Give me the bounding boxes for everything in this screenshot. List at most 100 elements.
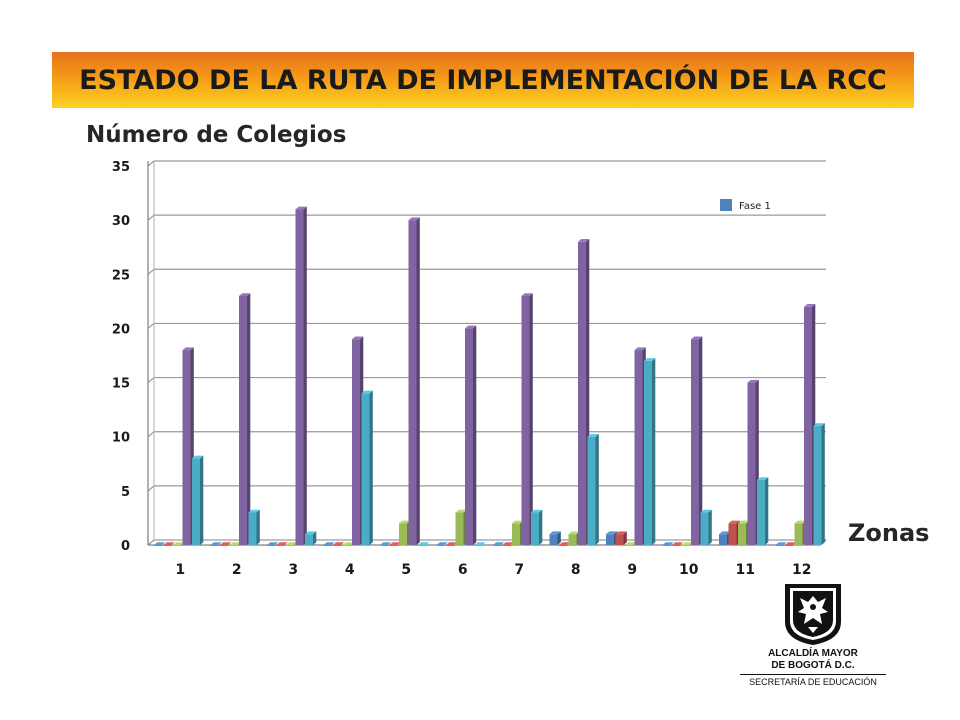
bar [738,523,746,545]
gridline-diag [147,160,155,167]
y-tick-label: 10 [112,431,130,446]
x-tick-label: 10 [679,562,699,578]
bar-top [399,520,411,524]
bar [389,545,398,546]
bar-top [644,358,656,361]
bar [512,523,520,545]
chart-legend: Fase 1 [720,199,771,212]
bar-side [765,477,769,545]
bar [775,545,784,546]
bar-top [531,509,543,513]
bar [587,436,596,545]
bar [455,512,464,545]
bar [323,545,332,546]
bar-side [623,531,627,545]
bar-top [239,293,251,296]
bar [220,545,228,546]
bar [625,545,633,546]
y-tick-label: 0 [121,539,130,554]
bar [662,545,671,546]
bar-top [408,217,420,221]
x-tick-label: 5 [401,562,411,578]
bar [568,534,577,545]
bar-top [502,542,514,545]
bar-top [691,336,703,340]
bar-top [380,542,392,545]
bar-top [587,433,599,437]
bar [173,545,181,546]
bar-side [200,455,204,545]
bar-side [557,531,561,545]
legend-swatch [720,199,732,211]
bogota-logo: ALCALDÍA MAYOR DE BOGOTÁ D.C. SECRETARÍA… [738,582,888,692]
bar [276,545,285,546]
bar [493,545,501,546]
logo-text-bogota: DE BOGOTÁ D.C. [771,660,855,671]
x-axis-label: Zonas [848,519,930,547]
bar-top [210,542,222,545]
bar-top [804,304,816,307]
chart-bars [154,206,825,546]
bar-side [303,206,307,546]
bar [474,545,483,546]
bar-top [220,542,232,545]
y-axis-label: Número de Colegios [86,122,347,148]
bar [559,545,567,546]
bar-top [163,542,175,545]
bar-top [352,336,364,340]
x-tick-label: 2 [232,562,242,578]
bar [757,480,765,545]
bar-top [568,531,580,535]
bar [342,545,351,546]
gridline-diag [147,322,155,329]
gridline-diag [147,214,155,221]
x-tick-labels: 1 2 3 4 5 6 7 8 9 10 11 12 [175,562,811,578]
bar [672,545,680,546]
bar-top [267,542,279,545]
x-tick-label: 9 [627,562,637,578]
bar [681,545,690,546]
bar [361,393,370,545]
bar [286,545,294,546]
bar [182,350,191,545]
bar-top [521,293,533,296]
bar-top [757,477,769,481]
bar-top [305,531,317,535]
bar-top [389,542,401,545]
coat-of-arms-icon [785,584,841,645]
bar [785,545,793,546]
bar-top [333,542,345,545]
bar-top [229,542,241,545]
bar-side [529,293,533,545]
y-tick-label: 35 [112,160,130,175]
bar-top [276,542,288,545]
x-tick-label: 11 [736,562,755,578]
bar-top [182,347,194,351]
bar [380,545,388,546]
x-tick-label: 6 [458,562,468,578]
bar [333,545,341,546]
bar-top [286,542,298,545]
bar-top [681,542,693,545]
y-tick-label: 5 [121,485,130,500]
logo-divider [740,674,886,675]
bar [408,220,417,545]
bar [305,534,313,545]
y-tick-labels: 0 5 10 15 20 25 30 35 [112,160,130,554]
bar-top [474,542,486,545]
bar-side [256,509,260,545]
bar [239,295,247,545]
bar-top [700,509,712,513]
bar [691,339,699,545]
bar-side [595,433,599,545]
bar [634,350,643,545]
bar [728,523,737,545]
y-tick-label: 30 [112,214,130,229]
bar-top [559,542,571,545]
logo-text-alcaldia: ALCALDÍA MAYOR [768,648,858,659]
chart-grid [147,160,826,546]
bar-side [699,336,703,545]
y-tick-label: 25 [112,268,130,283]
gridline-diag [147,377,155,384]
gridline-diag [147,539,155,546]
